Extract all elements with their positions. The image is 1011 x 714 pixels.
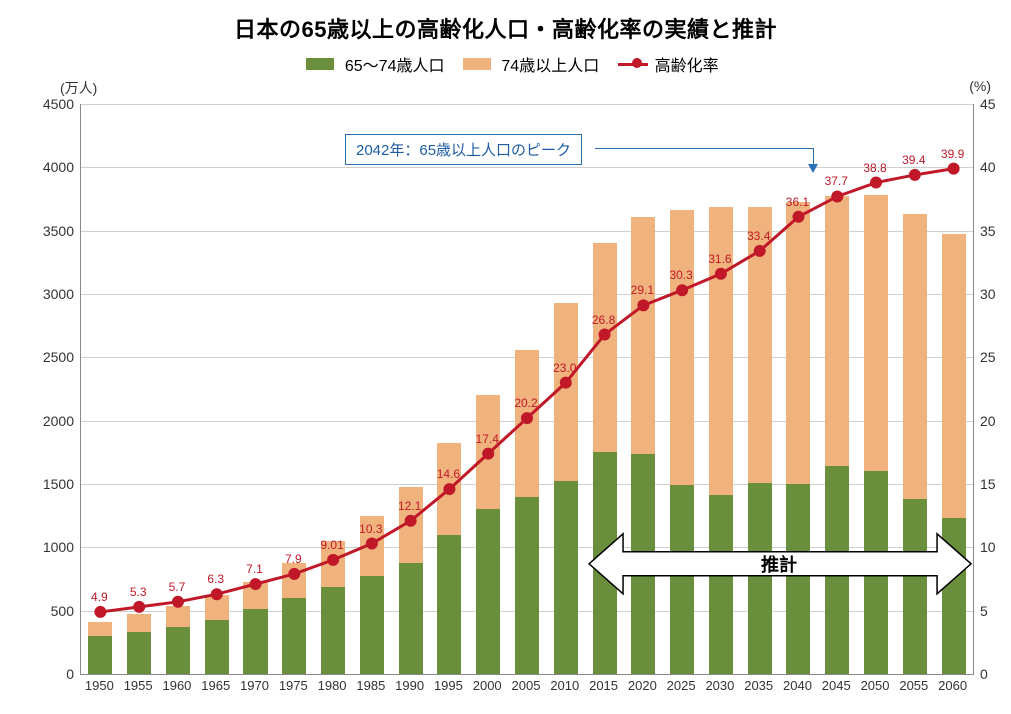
x-tick: 2020 <box>622 678 662 693</box>
x-tick: 2030 <box>700 678 740 693</box>
x-tick: 1960 <box>157 678 197 693</box>
x-tick: 2055 <box>894 678 934 693</box>
projection-label: 推計 <box>761 551 797 577</box>
x-tick: 2035 <box>739 678 779 693</box>
legend-marker <box>632 58 642 68</box>
chart-title: 日本の65歳以上の高齢化人口・高齢化率の実績と推計 <box>0 12 1011 44</box>
rate-label: 26.8 <box>592 313 615 327</box>
legend-swatch-1 <box>306 58 334 70</box>
x-tick: 2015 <box>584 678 624 693</box>
x-tick: 2050 <box>855 678 895 693</box>
x-tick: 1970 <box>235 678 275 693</box>
legend-label-3: 高齢化率 <box>655 58 719 75</box>
y2-tick: 35 <box>980 223 1011 239</box>
y1-tick: 4500 <box>18 96 74 112</box>
rate-label: 5.3 <box>130 585 147 599</box>
rate-label: 36.1 <box>786 195 809 209</box>
rate-label: 20.2 <box>514 396 537 410</box>
chart-container: 日本の65歳以上の高齢化人口・高齢化率の実績と推計 65～74歳人口 74歳以上… <box>0 0 1011 714</box>
rate-label: 12.1 <box>398 499 421 513</box>
rate-label: 10.3 <box>359 522 382 536</box>
x-tick: 1975 <box>273 678 313 693</box>
callout-drop <box>813 148 814 164</box>
rate-label: 7.9 <box>285 552 302 566</box>
y1-tick: 3500 <box>18 223 74 239</box>
projection-arrow <box>81 104 973 674</box>
rate-label: 33.4 <box>747 229 770 243</box>
x-tick: 1990 <box>390 678 430 693</box>
x-tick: 1965 <box>196 678 236 693</box>
rate-label: 37.7 <box>825 174 848 188</box>
x-tick: 1950 <box>79 678 119 693</box>
rate-label: 29.1 <box>631 283 654 297</box>
y2-tick: 45 <box>980 96 1011 112</box>
y2-tick: 30 <box>980 286 1011 302</box>
y1-tick: 2000 <box>18 413 74 429</box>
y1-tick: 0 <box>18 666 74 682</box>
x-tick: 2005 <box>506 678 546 693</box>
y2-tick: 10 <box>980 539 1011 555</box>
x-tick: 2010 <box>545 678 585 693</box>
rate-label: 17.4 <box>476 432 499 446</box>
legend-label-2: 74歳以上人口 <box>501 58 599 75</box>
y1-tick: 500 <box>18 603 74 619</box>
rate-label: 7.1 <box>246 562 263 576</box>
legend-label-1: 65～74歳人口 <box>345 58 445 75</box>
x-tick: 2025 <box>661 678 701 693</box>
plot-area <box>80 104 974 675</box>
callout-leader <box>595 148 813 149</box>
rate-label: 6.3 <box>207 572 224 586</box>
rate-label: 4.9 <box>91 590 108 604</box>
y1-unit-label: (万人) <box>60 78 97 98</box>
x-tick: 2040 <box>777 678 817 693</box>
y2-tick: 25 <box>980 349 1011 365</box>
y2-tick: 0 <box>980 666 1011 682</box>
y1-tick: 4000 <box>18 159 74 175</box>
y2-tick: 5 <box>980 603 1011 619</box>
peak-callout: 2042年：65歳以上人口のピーク <box>345 134 582 165</box>
y2-tick: 20 <box>980 413 1011 429</box>
y2-tick: 40 <box>980 159 1011 175</box>
x-tick: 1980 <box>312 678 352 693</box>
callout-arrowhead <box>808 164 818 173</box>
x-tick: 2045 <box>816 678 856 693</box>
y1-tick: 1000 <box>18 539 74 555</box>
rate-label: 9.01 <box>320 538 343 552</box>
rate-label: 30.3 <box>669 268 692 282</box>
rate-label: 38.8 <box>863 161 886 175</box>
legend-swatch-2 <box>463 58 491 70</box>
y1-tick: 1500 <box>18 476 74 492</box>
x-tick: 1955 <box>118 678 158 693</box>
y1-tick: 2500 <box>18 349 74 365</box>
x-tick: 2000 <box>467 678 507 693</box>
y2-unit-label: (%) <box>969 78 991 94</box>
x-tick: 1995 <box>428 678 468 693</box>
rate-label: 39.4 <box>902 153 925 167</box>
rate-label: 23.0 <box>553 361 576 375</box>
rate-label: 14.6 <box>437 467 460 481</box>
rate-label: 39.9 <box>941 147 964 161</box>
x-tick: 1985 <box>351 678 391 693</box>
x-tick: 2060 <box>933 678 973 693</box>
y2-tick: 15 <box>980 476 1011 492</box>
y1-tick: 3000 <box>18 286 74 302</box>
rate-label: 31.6 <box>708 252 731 266</box>
rate-label: 5.7 <box>169 580 186 594</box>
legend: 65～74歳人口 74歳以上人口 高齢化率 <box>0 52 1011 76</box>
